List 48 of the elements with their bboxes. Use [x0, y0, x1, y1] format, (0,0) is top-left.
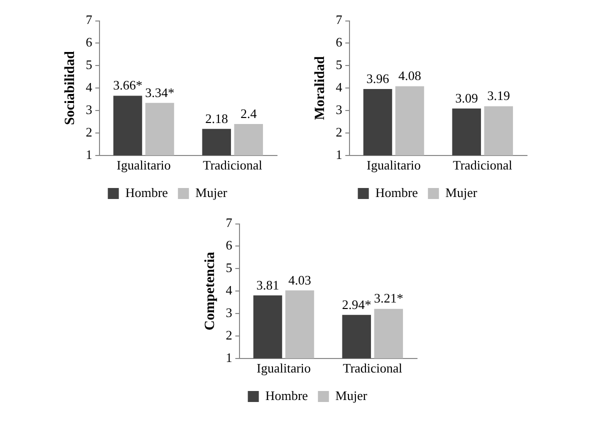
legend-label: Hombre	[265, 388, 308, 403]
y-tick-label: 3	[226, 304, 232, 320]
data-label: 3.96	[366, 70, 390, 86]
y-tick-label: 1	[226, 350, 232, 365]
x-tick-label: Igualitario	[116, 158, 171, 173]
data-label: 3.66*	[113, 78, 142, 93]
y-tick-label: 4	[86, 80, 93, 95]
data-label: 4.08	[398, 68, 422, 84]
y-tick-label: 1	[336, 146, 342, 162]
y-tick-label: 7	[336, 12, 343, 28]
y-tick-label: 4	[336, 80, 343, 95]
y-axis-title: Moralidad	[313, 56, 328, 120]
data-label: 2.94*	[342, 296, 372, 312]
y-tick-label: 7	[226, 215, 233, 230]
y-tick-label: 5	[336, 57, 342, 72]
data-label: 3.81	[256, 277, 280, 292]
y-tick-label: 3	[86, 102, 92, 117]
y-tick-label: 4	[226, 282, 233, 298]
x-tick-label: Igualitario	[366, 158, 421, 173]
x-tick-label: Tradicional	[202, 158, 263, 173]
data-label: 2.4	[240, 106, 258, 121]
x-tick-label: Igualitario	[256, 360, 311, 376]
y-tick-label: 7	[86, 12, 93, 28]
legend-label: Hombre	[125, 184, 168, 200]
x-tick-label: Tradicional	[452, 158, 513, 173]
data-label: 3.34*	[145, 84, 174, 100]
data-label: 3.21*	[374, 290, 404, 306]
y-axis-title: Competencia	[203, 252, 218, 330]
y-tick-label: 2	[86, 124, 92, 140]
y-tick-label: 6	[336, 34, 343, 50]
data-label: 3.09	[455, 90, 478, 106]
data-label: 3.19	[487, 88, 510, 104]
legend-label: Hombre	[375, 184, 418, 200]
y-tick-label: 6	[86, 34, 93, 50]
legend-label: Mujer	[335, 388, 368, 403]
y-tick-label: 2	[226, 327, 232, 342]
legend-label: Mujer	[195, 184, 228, 200]
data-label: 4.03	[288, 272, 312, 288]
x-tick-label: Tradicional	[342, 360, 403, 376]
legend-label: Mujer	[445, 184, 478, 200]
y-tick-label: 5	[86, 57, 92, 72]
y-axis-title: Sociabilidad	[63, 50, 78, 126]
y-tick-label: 6	[226, 238, 233, 253]
y-tick-label: 3	[336, 102, 342, 117]
data-label: 2.18	[205, 110, 228, 126]
y-tick-label: 5	[226, 260, 232, 276]
y-tick-label: 1	[86, 146, 92, 162]
y-tick-label: 2	[336, 124, 342, 140]
